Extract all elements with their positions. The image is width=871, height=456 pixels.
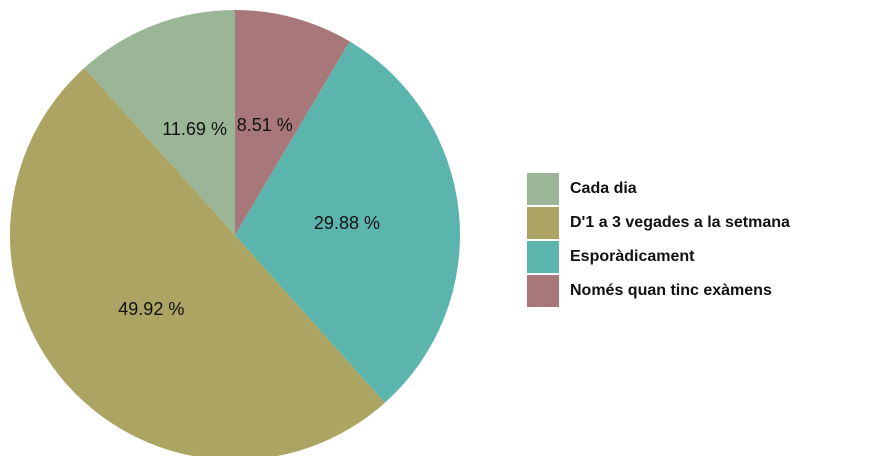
value-label: 49.92 % xyxy=(118,299,184,319)
value-label: 8.51 % xyxy=(237,115,293,135)
legend-label: Cada dia xyxy=(570,180,637,197)
value-label: 29.88 % xyxy=(314,213,380,233)
legend-swatch xyxy=(527,275,559,307)
legend-swatch xyxy=(527,241,559,273)
legend-swatch xyxy=(527,207,559,239)
pie-slice xyxy=(235,41,460,403)
pie-slice xyxy=(84,10,235,235)
legend-swatch xyxy=(527,173,559,205)
legend-label: Esporàdicament xyxy=(570,248,695,265)
legend-label: D'1 a 3 vegades a la setmana xyxy=(570,214,790,231)
pie-slice xyxy=(235,10,350,235)
value-label: 11.69 % xyxy=(162,119,227,139)
pie-slice xyxy=(9,68,385,456)
legend-label: Només quan tinc exàmens xyxy=(570,282,772,299)
